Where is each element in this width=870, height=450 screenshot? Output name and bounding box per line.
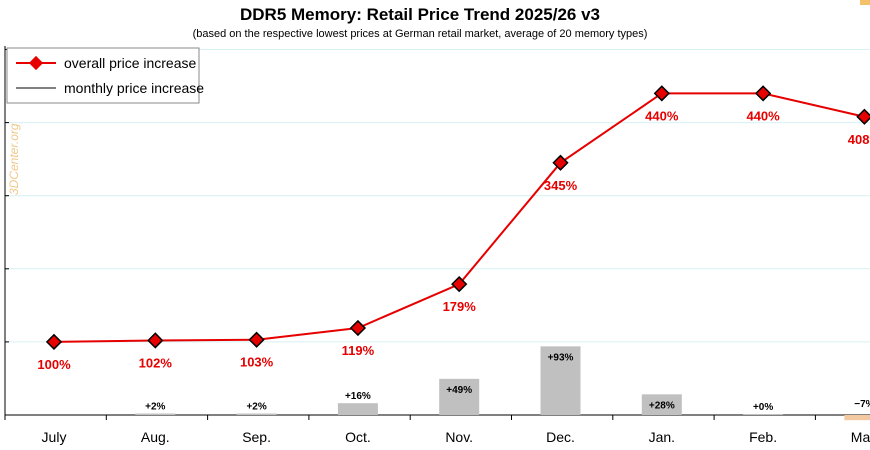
monthly-bars: +2% +2% +16% +49% +93% +28% +0% −7% [135,346,870,421]
chart-title: DDR5 Memory: Retail Price Trend 2025/26 … [240,5,600,24]
monthly-bar [236,413,277,415]
x-tick-labels: July Aug. Sep. Oct. Nov. Dec. Jan. Feb. Mar. [42,429,870,445]
monthly-bar [337,403,378,415]
corner-decoration [860,0,870,5]
price-marker [248,331,265,348]
x-tick-label: July [42,429,67,445]
monthly-bar-label: +0% [753,402,773,413]
price-label: 119% [342,343,375,358]
monthly-bar-label: +2% [246,402,266,413]
price-marker [856,108,870,125]
x-tick-label: Oct. [345,429,371,445]
monthly-bar [439,378,480,415]
price-label: 408% [848,132,870,147]
x-tick-label: Jan. [649,429,675,445]
chart-subtitle: (based on the respective lowest prices a… [192,28,648,40]
monthly-bar-label: +28% [649,400,675,411]
price-label: 100% [37,357,71,372]
data-labels: 100% 102% 103% 119% 179% 345% 440% 440% 408% [37,108,870,372]
price-marker [653,85,670,102]
monthly-bar [641,394,682,415]
price-marker [147,332,164,349]
legend: overall price increase monthly price inc… [6,47,204,104]
x-tick-label: Sep. [242,429,271,445]
legend-label-overall: overall price increase [64,55,196,71]
price-marker [451,276,468,293]
legend-label-monthly: monthly price increase [64,80,204,96]
price-label: 179% [443,299,477,314]
x-tick-label: Feb. [749,429,777,445]
monthly-bar-label: −7% [854,399,870,410]
x-tick-label: Dec. [546,429,575,445]
x-tick-label: Aug. [141,429,170,445]
price-marker [754,85,772,102]
monthly-bar [135,413,176,415]
monthly-bar [844,415,870,421]
price-label: 103% [240,355,274,370]
x-tick-label: Nov. [445,429,473,445]
monthly-bar [743,414,784,415]
price-label: 440% [645,108,679,123]
monthly-bar-label: +93% [548,352,574,363]
monthly-bar-label: +2% [145,402,165,413]
price-label: 440% [746,108,780,123]
overall-line [45,85,870,351]
watermark: 3DCenter.org [7,123,21,195]
monthly-bar-label: +49% [446,385,472,396]
price-marker [552,154,569,171]
x-tick-label: Mar. [851,429,870,445]
price-marker [349,319,367,337]
price-marker [45,333,63,351]
monthly-bar-label: +16% [345,391,371,402]
monthly-bar [540,346,581,415]
legend-box [6,47,200,104]
price-label: 345% [544,178,578,193]
price-label: 102% [139,355,173,370]
